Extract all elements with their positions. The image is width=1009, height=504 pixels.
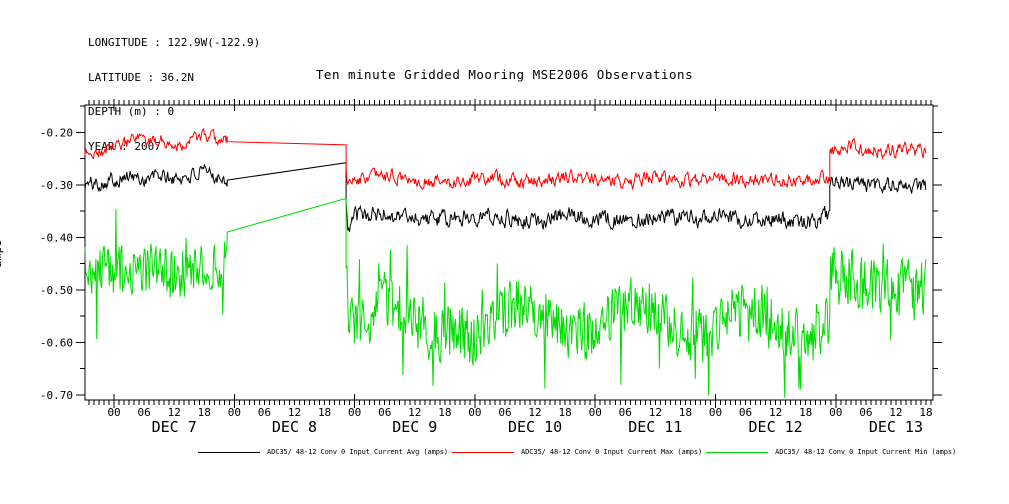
legend-line-sample-avg <box>198 451 260 453</box>
year-line: YEAR : 2007 <box>88 139 161 153</box>
y-tick-label: -0.60 <box>40 336 73 349</box>
x-hour-label: 00 <box>348 406 361 419</box>
x-hour-label: 00 <box>468 406 481 419</box>
plot-frame <box>84 104 934 401</box>
x-hour-label: 12 <box>288 406 301 419</box>
x-hour-label: 00 <box>589 406 602 419</box>
series-line-max <box>84 127 927 191</box>
chart-legend: ADC35/ 48-12 Conv 0 Input Current Avg (a… <box>198 448 988 456</box>
y-tick-label: -0.20 <box>40 126 73 139</box>
x-hour-label: 18 <box>679 406 692 419</box>
x-hour-label: 18 <box>559 406 572 419</box>
x-hour-label: 18 <box>799 406 812 419</box>
x-day-label: DEC 13 <box>869 418 923 436</box>
legend-label-avg: ADC35/ 48-12 Conv 0 Input Current Avg (a… <box>267 448 449 456</box>
x-hour-label: 00 <box>228 406 241 419</box>
y-axis-label: amps <box>0 239 4 268</box>
legend-line-sample-min <box>706 451 769 453</box>
x-hour-label: 06 <box>739 406 752 419</box>
x-hour-label: 12 <box>889 406 902 419</box>
x-hour-label: 06 <box>859 406 872 419</box>
x-hour-label: 12 <box>769 406 782 419</box>
y-tick-label: -0.50 <box>40 284 73 297</box>
x-hour-label: 06 <box>619 406 632 419</box>
x-hour-label: 00 <box>107 406 120 419</box>
x-hour-label: 18 <box>318 406 331 419</box>
x-hour-label: 12 <box>649 406 662 419</box>
x-hour-label: 06 <box>258 406 271 419</box>
x-hour-label: 12 <box>408 406 421 419</box>
series-line-min <box>84 197 927 398</box>
legend-item-min: ADC35/ 48-12 Conv 0 Input Current Min (a… <box>706 448 956 456</box>
x-day-label: DEC 7 <box>152 418 197 436</box>
x-day-label: DEC 8 <box>272 418 317 436</box>
series-line-avg <box>84 162 927 232</box>
x-hour-label: 12 <box>168 406 181 419</box>
x-hour-label: 00 <box>709 406 722 419</box>
x-hour-label: 06 <box>498 406 511 419</box>
x-hour-label: 00 <box>829 406 842 419</box>
y-tick-label: -0.30 <box>40 179 73 192</box>
legend-label-max: ADC35/ 48-12 Conv 0 Input Current Max (a… <box>521 448 703 456</box>
station-info-block: LONGITUDE : 122.9W(-122.9) LATITUDE : 36… <box>88 14 260 175</box>
x-day-label: DEC 10 <box>508 418 562 436</box>
x-hour-label: 12 <box>528 406 541 419</box>
latitude-line: LATITUDE : 36.2N <box>88 70 194 84</box>
longitude-line: LONGITUDE : 122.9W(-122.9) <box>88 36 261 49</box>
x-hour-label: 06 <box>378 406 391 419</box>
x-day-label: DEC 11 <box>628 418 682 436</box>
y-tick-label: -0.70 <box>40 389 73 402</box>
depth-line: DEPTH (m) : 0 <box>88 105 175 118</box>
y-tick-label: -0.40 <box>40 231 73 244</box>
x-hour-label: 18 <box>438 406 451 419</box>
legend-label-min: ADC35/ 48-12 Conv 0 Input Current Min (a… <box>775 448 957 456</box>
legend-line-sample-max <box>452 451 515 453</box>
legend-item-max: ADC35/ 48-12 Conv 0 Input Current Max (a… <box>452 448 702 456</box>
chart-title: Ten minute Gridded Mooring MSE2006 Obser… <box>315 67 694 82</box>
x-hour-label: 18 <box>198 406 211 419</box>
legend-item-avg: ADC35/ 48-12 Conv 0 Input Current Avg (a… <box>198 448 448 456</box>
x-hour-label: 06 <box>138 406 151 419</box>
x-hour-label: 18 <box>919 406 932 419</box>
x-day-label: DEC 9 <box>392 418 437 436</box>
x-day-label: DEC 12 <box>749 418 803 436</box>
